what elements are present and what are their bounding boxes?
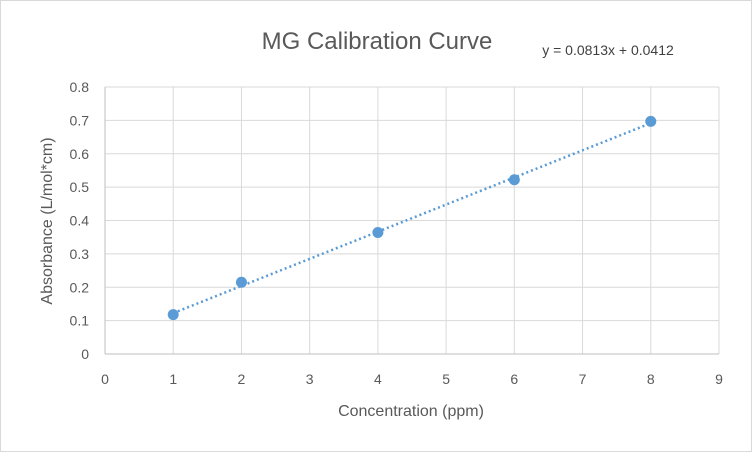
chart-title: MG Calibration Curve [262,28,493,55]
y-axis-label: Absorbance (L/mol*cm) [39,137,56,304]
trendline [172,122,652,315]
x-axis-label: Concentration (ppm) [338,403,484,420]
data-points [167,115,657,321]
y-tick-label: 0.6 [70,146,90,162]
data-point [372,227,384,239]
data-point [645,115,657,127]
x-tick-label: 8 [647,371,655,387]
y-tick-label: 0.4 [70,213,90,229]
x-tick-label: 4 [374,371,382,387]
chart-text: MG Calibration Curve y = 0.0813x + 0.041… [39,28,723,420]
x-tick-label: 2 [238,371,246,387]
y-tick-label: 0 [81,346,89,362]
x-tick-label: 7 [579,371,587,387]
y-tick-label: 0.2 [70,279,90,295]
y-tick-label: 0.7 [70,112,90,128]
x-tick-label: 1 [169,371,177,387]
trendline-layer [172,122,652,315]
data-point [508,174,520,186]
y-tick-label: 0.5 [70,179,90,195]
data-point [167,309,179,321]
y-tick-label: 0.3 [70,246,90,262]
x-tick-label: 3 [306,371,314,387]
data-point [235,276,247,288]
x-tick-label: 9 [715,371,723,387]
gridlines [105,86,720,354]
x-tick-label: 6 [510,371,518,387]
axes [104,87,719,355]
x-tick-label: 5 [442,371,450,387]
y-tick-label: 0.8 [70,79,90,95]
trendline-equation: y = 0.0813x + 0.0412 [542,42,674,58]
x-tick-label: 0 [101,371,109,387]
y-tick-label: 0.1 [70,313,90,329]
